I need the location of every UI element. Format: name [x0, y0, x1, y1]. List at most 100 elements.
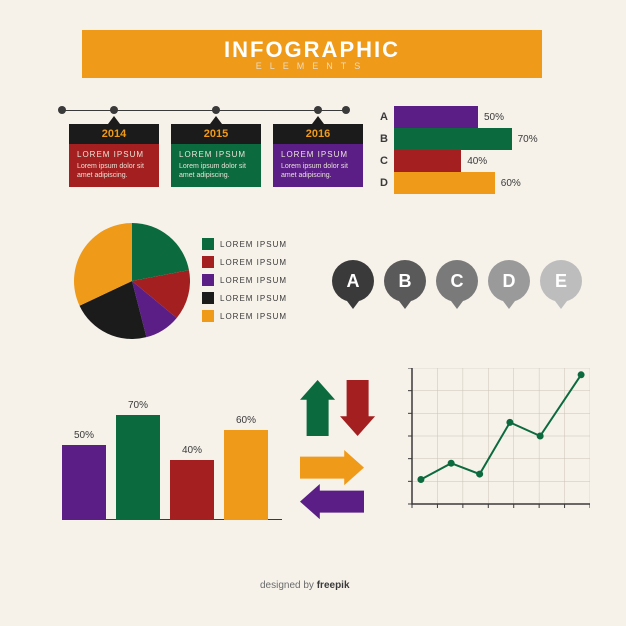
vbar-bar: [224, 430, 268, 520]
hbar-row: A 50%: [380, 106, 538, 128]
bubble: D: [488, 260, 530, 302]
vbar-chart: 50%70%40%60%: [62, 370, 282, 520]
header-band: INFOGRAPHICELEMENTS: [82, 30, 542, 78]
line-point: [578, 371, 585, 378]
timeline-card-body: LOREM IPSUM Lorem ipsum dolor sit amet ad…: [69, 144, 159, 187]
pie-legend: LOREM IPSUM LOREM IPSUM LOREM IPSUM LOREM I…: [202, 238, 287, 328]
hbar-row: D 60%: [380, 172, 538, 194]
legend-label: LOREM IPSUM: [220, 294, 287, 303]
legend-swatch: [202, 310, 214, 322]
hbar-bar: [394, 106, 478, 128]
line-point: [506, 419, 513, 426]
timeline-card-text: Lorem ipsum dolor sit amet adipiscing.: [179, 162, 253, 180]
bubble: C: [436, 260, 478, 302]
bubble-label: E: [555, 271, 567, 292]
vbar-value: 40%: [182, 445, 202, 456]
timeline-card-body: LOREM IPSUM Lorem ipsum dolor sit amet ad…: [273, 144, 363, 187]
hbar-bar: [394, 150, 461, 172]
credit-line: designed by freepik: [260, 580, 350, 591]
timeline-card-body: LOREM IPSUM Lorem ipsum dolor sit amet ad…: [171, 144, 261, 187]
vbar-bar: [116, 415, 160, 520]
timeline-year: 2016: [273, 124, 363, 144]
line-point: [417, 476, 424, 483]
bubble-tail: [347, 301, 359, 309]
credit-brand: freepik: [317, 580, 350, 591]
bubble-tail: [555, 301, 567, 309]
infographic-canvas: INFOGRAPHICELEMENTS 2014 LOREM IPSUM Lorem …: [0, 0, 626, 626]
bubble-tail: [451, 301, 463, 309]
hbar-label: A: [380, 111, 394, 123]
bubble-tail: [503, 301, 515, 309]
legend-row: LOREM IPSUM: [202, 292, 287, 304]
legend-row: LOREM IPSUM: [202, 238, 287, 250]
bubble-label: B: [399, 271, 412, 292]
hbar-value: 40%: [467, 156, 487, 167]
arrow-down: [340, 380, 375, 441]
legend-swatch: [202, 292, 214, 304]
arrow-group: [300, 380, 390, 520]
hbar-chart: A 50% B 70% C 40% D 60%: [380, 106, 538, 194]
legend-swatch: [202, 238, 214, 250]
timeline-card-text: Lorem ipsum dolor sit amet adipiscing.: [77, 162, 151, 180]
header-title: INFOGRAPHIC: [224, 37, 400, 63]
bubble-row: A B C D E: [332, 260, 582, 302]
line-point: [537, 433, 544, 440]
bubble-tail: [399, 301, 411, 309]
timeline-card: 2014 LOREM IPSUM Lorem ipsum dolor sit ame…: [69, 124, 159, 187]
timeline-card-title: LOREM IPSUM: [179, 150, 253, 160]
legend-label: LOREM IPSUM: [220, 240, 287, 249]
legend-row: LOREM IPSUM: [202, 256, 287, 268]
timeline-card-title: LOREM IPSUM: [281, 150, 355, 160]
line-point: [476, 471, 483, 478]
hbar-label: B: [380, 133, 394, 145]
hbar-value: 50%: [484, 112, 504, 123]
timeline-card: 2016 LOREM IPSUM Lorem ipsum dolor sit ame…: [273, 124, 363, 187]
timeline-dot: [212, 106, 220, 114]
timeline: 2014 LOREM IPSUM Lorem ipsum dolor sit ame…: [56, 96, 352, 206]
legend-row: LOREM IPSUM: [202, 310, 287, 322]
timeline-pointer: [108, 116, 120, 124]
line-chart: [398, 368, 590, 518]
hbar-row: C 40%: [380, 150, 538, 172]
hbar-row: B 70%: [380, 128, 538, 150]
timeline-start-dot: [58, 106, 66, 114]
bubble-label: A: [347, 271, 360, 292]
vbar-value: 50%: [74, 430, 94, 441]
line-point: [448, 460, 455, 467]
bubble-label: D: [503, 271, 516, 292]
timeline-card-title: LOREM IPSUM: [77, 150, 151, 160]
timeline-pointer: [210, 116, 222, 124]
bubble: A: [332, 260, 374, 302]
bubble: E: [540, 260, 582, 302]
legend-label: LOREM IPSUM: [220, 276, 287, 285]
hbar-label: D: [380, 177, 394, 189]
legend-row: LOREM IPSUM: [202, 274, 287, 286]
bubble-label: C: [451, 271, 464, 292]
timeline-year: 2014: [69, 124, 159, 144]
vbar-bar: [170, 460, 214, 520]
bubble: B: [384, 260, 426, 302]
pie-chart: [74, 223, 190, 339]
timeline-line: [62, 110, 346, 111]
legend-swatch: [202, 274, 214, 286]
arrow-left: [300, 484, 364, 524]
hbar-value: 60%: [501, 178, 521, 189]
legend-swatch: [202, 256, 214, 268]
hbar-bar: [394, 128, 512, 150]
vbar-bar: [62, 445, 106, 520]
timeline-card: 2015 LOREM IPSUM Lorem ipsum dolor sit ame…: [171, 124, 261, 187]
arrow-up: [300, 380, 335, 441]
timeline-dot: [110, 106, 118, 114]
hbar-bar: [394, 172, 495, 194]
timeline-dot: [314, 106, 322, 114]
timeline-pointer: [312, 116, 324, 124]
timeline-card-text: Lorem ipsum dolor sit amet adipiscing.: [281, 162, 355, 180]
credit-prefix: designed by: [260, 580, 317, 591]
vbar-value: 70%: [128, 400, 148, 411]
hbar-label: C: [380, 155, 394, 167]
timeline-year: 2015: [171, 124, 261, 144]
hbar-value: 70%: [518, 134, 538, 145]
header-subtitle: ELEMENTS: [256, 61, 369, 71]
timeline-end-dot: [342, 106, 350, 114]
legend-label: LOREM IPSUM: [220, 312, 287, 321]
